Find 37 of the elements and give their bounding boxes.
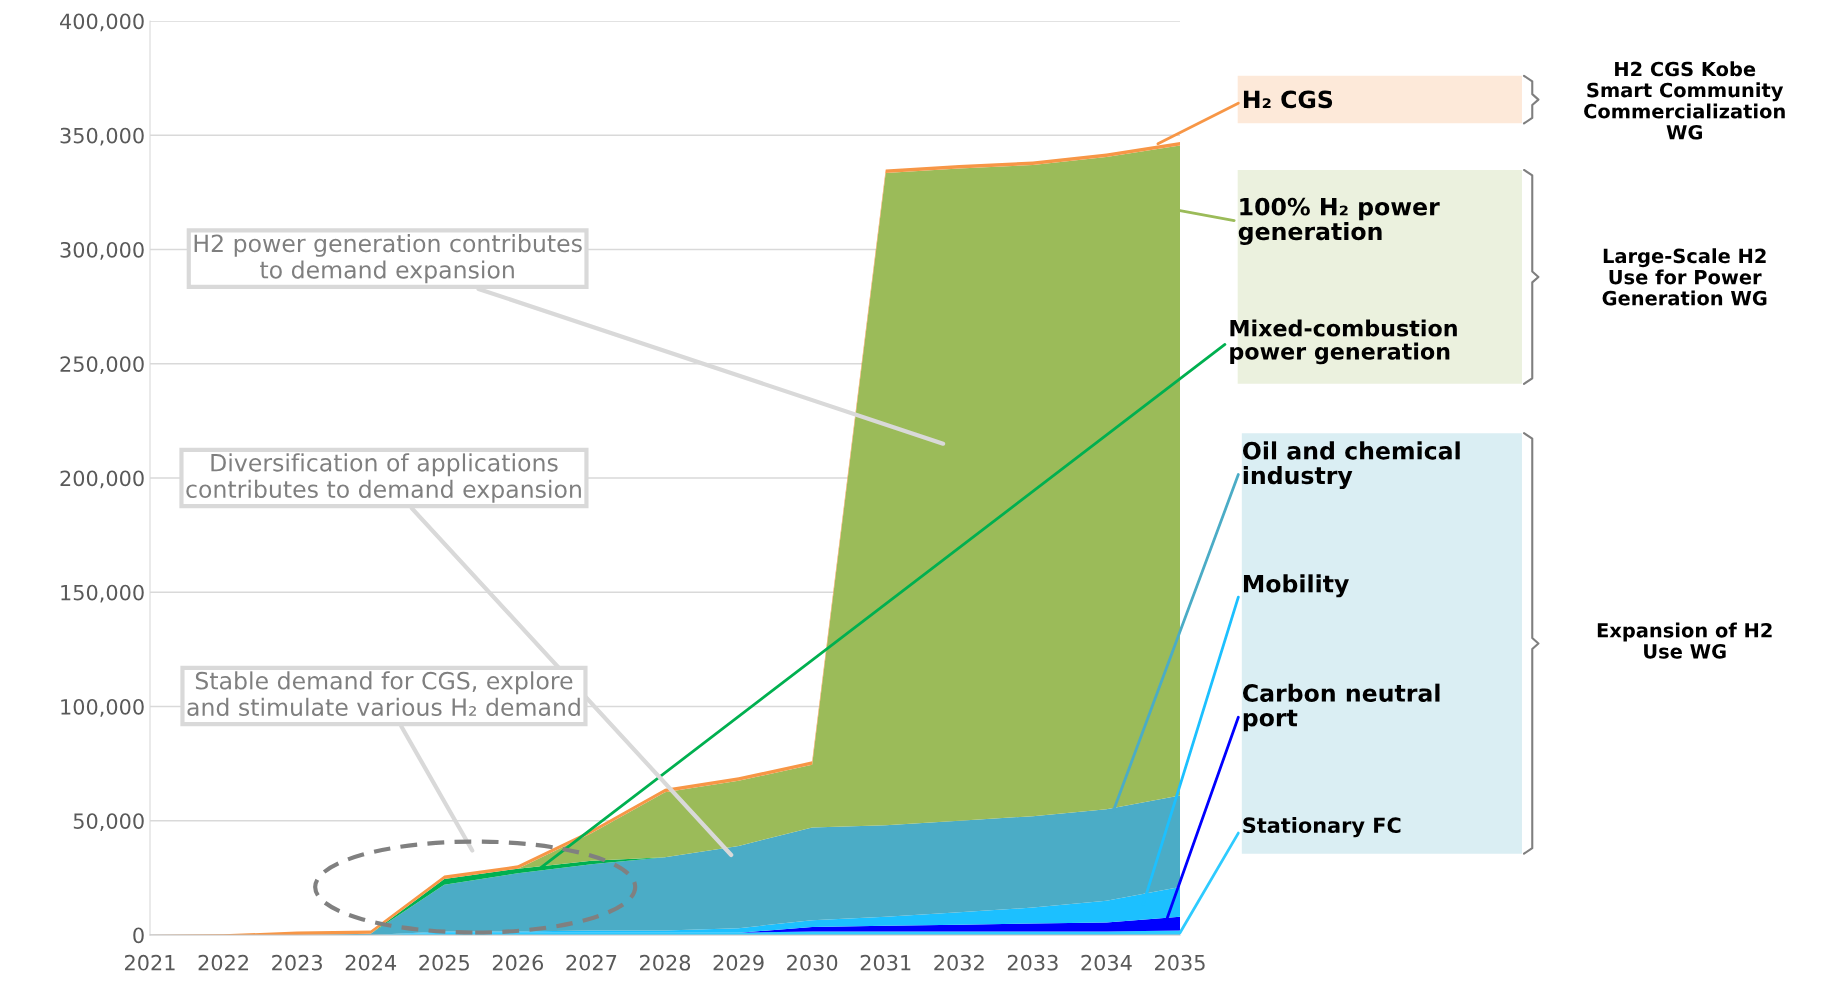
x-tick-label: 2025 [419, 954, 469, 971]
legend-label: 100% H₂ power generation [1238, 197, 1440, 246]
x-tick-label: 2027 [566, 954, 617, 971]
annotation: H2 power generation contributes to demand expansion [194, 233, 582, 284]
x-tick-label: 2023 [272, 954, 322, 971]
x-tick-label: 2032 [934, 954, 984, 971]
text: Expansion of H2 Use WG [1597, 622, 1772, 659]
y-tick-label: 0 [133, 927, 144, 944]
y-tick-label: 200,000 [60, 470, 144, 489]
text: Mixed-combustion power generation [1230, 319, 1457, 365]
x-tick-label: 2029 [713, 954, 764, 971]
annotation: Stable demand for CGS, explore and stimulate various H₂ demand [187, 671, 580, 717]
x-tick-label: 2031 [860, 954, 911, 971]
y-tick-label: 350,000 [60, 127, 144, 146]
x-tick-label: 2028 [640, 954, 691, 971]
x-tick-label: 2022 [198, 954, 248, 971]
annotation: Diversification of applications contributes to demand expansion [186, 453, 581, 503]
x-tick-label: 2021 [125, 954, 175, 971]
x-tick-label: 2034 [1081, 954, 1132, 971]
text: Large-Scale H2 Use for Power Generation WG [1602, 248, 1767, 306]
x-tick-label: 2026 [492, 954, 544, 971]
text: Oil and chemical industry [1242, 441, 1460, 490]
x-tick-label: 2024 [345, 954, 397, 971]
y-tick-label: 150,000 [61, 584, 144, 603]
text: Stationary FC [1243, 816, 1401, 838]
text: H₂ CGS [1243, 90, 1333, 109]
y-tick-label: 300,000 [60, 241, 144, 260]
x-tick-label: 2035 [1155, 954, 1205, 971]
x-tick-label: 2030 [787, 954, 838, 971]
x-tick-label: 2033 [1007, 954, 1058, 971]
y-tick-label: 50,000 [73, 813, 144, 832]
text: H2 CGS Kobe Smart Community Commercialization WG [1584, 61, 1785, 140]
y-tick-label: 250,000 [60, 356, 144, 375]
text: Carbon neutral port [1242, 683, 1440, 732]
y-tick-label: 400,000 [60, 13, 144, 32]
y-tick-label: 100,000 [61, 698, 144, 717]
text: Mobility [1243, 574, 1349, 598]
